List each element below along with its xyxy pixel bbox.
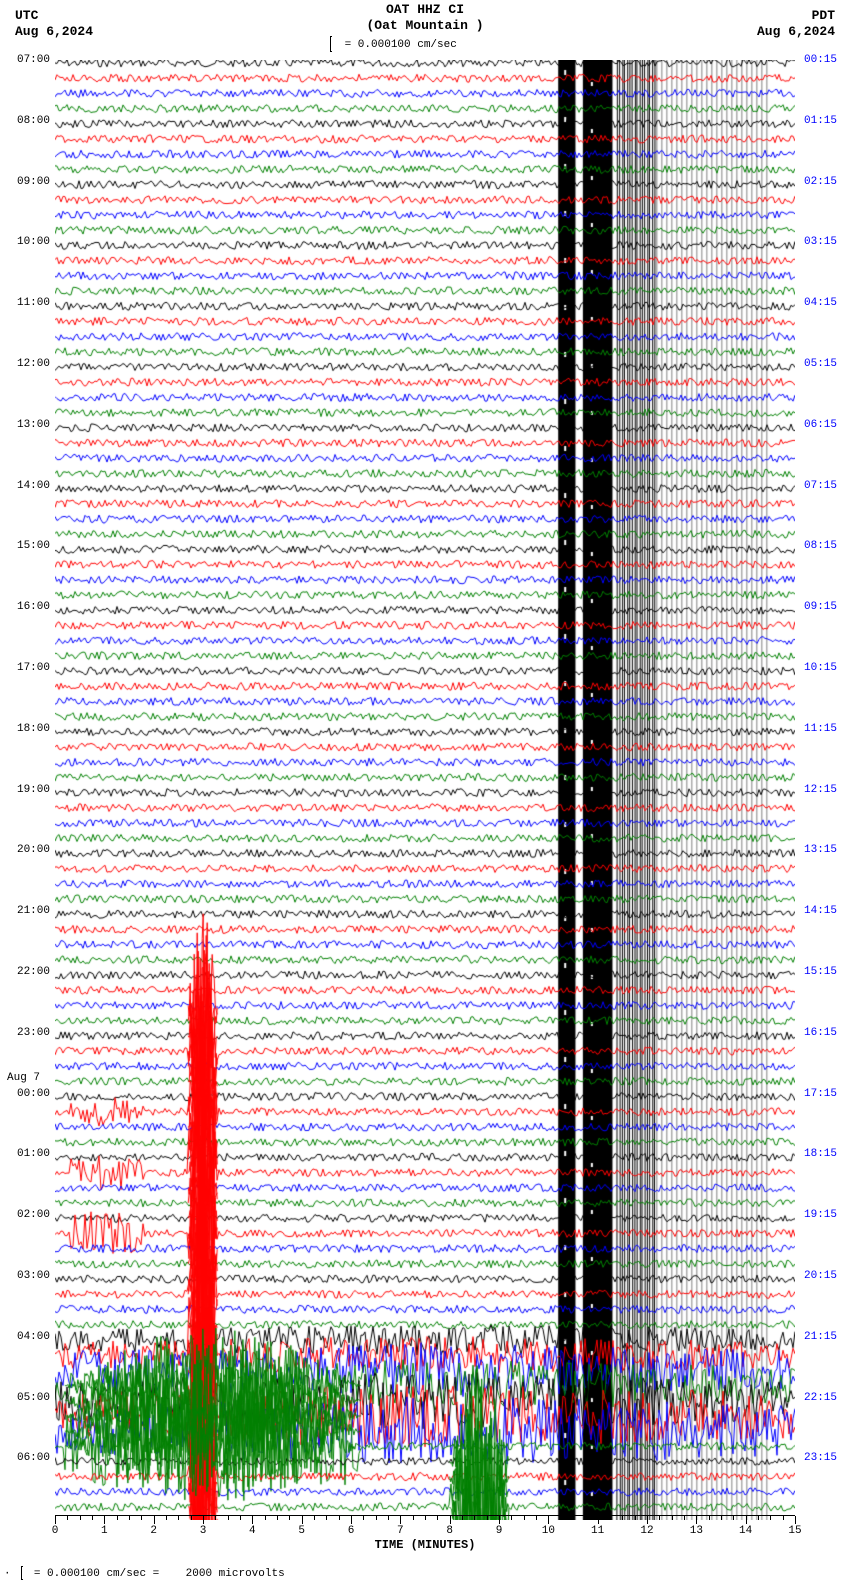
seismogram-canvas bbox=[55, 60, 795, 1520]
right-time-label: 19:15 bbox=[804, 1209, 848, 1221]
right-time-label: 15:15 bbox=[804, 966, 848, 978]
footer-scale: · = 0.000100 cm/sec = 2000 microvolts bbox=[4, 1566, 285, 1580]
left-time-label: 10:00 bbox=[0, 236, 50, 248]
x-tick-label: 13 bbox=[690, 1525, 703, 1537]
x-tick-label: 8 bbox=[446, 1525, 453, 1537]
left-time-label: 05:00 bbox=[0, 1392, 50, 1404]
x-tick-label: 3 bbox=[200, 1525, 207, 1537]
x-tick-label: 1 bbox=[101, 1525, 108, 1537]
right-time-label: 21:15 bbox=[804, 1331, 848, 1343]
left-time-label: 01:00 bbox=[0, 1148, 50, 1160]
left-time-label: 22:00 bbox=[0, 966, 50, 978]
x-tick-label: 14 bbox=[739, 1525, 752, 1537]
left-time-label: 00:00 bbox=[0, 1088, 50, 1100]
x-tick-label: 11 bbox=[591, 1525, 604, 1537]
station-code: OAT HHZ CI bbox=[366, 2, 483, 18]
right-time-label: 09:15 bbox=[804, 601, 848, 613]
right-time-label: 16:15 bbox=[804, 1027, 848, 1039]
x-tick-label: 4 bbox=[249, 1525, 256, 1537]
left-time-label: 02:00 bbox=[0, 1209, 50, 1221]
x-tick-label: 9 bbox=[496, 1525, 503, 1537]
right-time-label: 23:15 bbox=[804, 1452, 848, 1464]
right-time-label: 20:15 bbox=[804, 1270, 848, 1282]
left-time-label: 16:00 bbox=[0, 601, 50, 613]
x-tick-label: 2 bbox=[150, 1525, 157, 1537]
right-time-label: 07:15 bbox=[804, 480, 848, 492]
right-time-label: 17:15 bbox=[804, 1088, 848, 1100]
right-time-label: 06:15 bbox=[804, 419, 848, 431]
right-time-label: 11:15 bbox=[804, 723, 848, 735]
left-time-label: 04:00 bbox=[0, 1331, 50, 1343]
footer-text1: = 0.000100 cm/sec = bbox=[34, 1568, 159, 1580]
date-left: Aug 6,2024 bbox=[15, 24, 93, 40]
left-time-label: 12:00 bbox=[0, 358, 50, 370]
footer-text2: 2000 microvolts bbox=[186, 1568, 285, 1580]
right-time-label: 12:15 bbox=[804, 784, 848, 796]
right-time-label: 18:15 bbox=[804, 1148, 848, 1160]
left-time-label: 14:00 bbox=[0, 480, 50, 492]
header-left: UTC Aug 6,2024 bbox=[15, 8, 93, 39]
right-time-label: 01:15 bbox=[804, 115, 848, 127]
x-tick-label: 12 bbox=[640, 1525, 653, 1537]
footer-dot: · bbox=[4, 1568, 11, 1580]
left-time-label: 20:00 bbox=[0, 844, 50, 856]
left-time-label: 03:00 bbox=[0, 1270, 50, 1282]
x-axis: TIME (MINUTES) 0123456789101112131415 bbox=[55, 1515, 795, 1546]
scale-text: = 0.000100 cm/sec bbox=[345, 39, 457, 51]
x-tick-label: 0 bbox=[52, 1525, 59, 1537]
tz-left: UTC bbox=[15, 8, 93, 24]
left-time-label: 21:00 bbox=[0, 905, 50, 917]
left-time-label: 15:00 bbox=[0, 540, 50, 552]
right-time-label: 04:15 bbox=[804, 297, 848, 309]
helicorder-plot: Aug 7 bbox=[55, 60, 795, 1520]
right-time-label: 02:15 bbox=[804, 176, 848, 188]
right-time-label: 14:15 bbox=[804, 905, 848, 917]
left-time-label: 07:00 bbox=[0, 54, 50, 66]
x-tick-label: 15 bbox=[788, 1525, 801, 1537]
day-marker: Aug 7 bbox=[7, 1072, 40, 1084]
right-time-label: 00:15 bbox=[804, 54, 848, 66]
right-time-label: 05:15 bbox=[804, 358, 848, 370]
left-time-label: 23:00 bbox=[0, 1027, 50, 1039]
x-tick-label: 5 bbox=[298, 1525, 305, 1537]
right-time-label: 13:15 bbox=[804, 844, 848, 856]
x-tick-label: 6 bbox=[348, 1525, 355, 1537]
left-time-label: 08:00 bbox=[0, 115, 50, 127]
x-tick-label: 10 bbox=[542, 1525, 555, 1537]
date-right: Aug 6,2024 bbox=[757, 24, 835, 40]
left-time-label: 09:00 bbox=[0, 176, 50, 188]
header-center: OAT HHZ CI (Oat Mountain ) bbox=[366, 2, 483, 33]
tz-right: PDT bbox=[757, 8, 835, 24]
right-time-label: 08:15 bbox=[804, 540, 848, 552]
scale-bar-icon bbox=[330, 36, 332, 52]
x-tick-label: 7 bbox=[397, 1525, 404, 1537]
left-time-label: 19:00 bbox=[0, 784, 50, 796]
scale-indicator: = 0.000100 cm/sec bbox=[330, 36, 457, 52]
header-right: PDT Aug 6,2024 bbox=[757, 8, 835, 39]
left-time-label: 06:00 bbox=[0, 1452, 50, 1464]
x-axis-title: TIME (MINUTES) bbox=[375, 1538, 476, 1552]
footer-bar-icon bbox=[21, 1566, 23, 1580]
station-location: (Oat Mountain ) bbox=[366, 18, 483, 34]
left-time-label: 17:00 bbox=[0, 662, 50, 674]
right-time-label: 10:15 bbox=[804, 662, 848, 674]
left-time-label: 18:00 bbox=[0, 723, 50, 735]
left-time-label: 11:00 bbox=[0, 297, 50, 309]
right-time-label: 22:15 bbox=[804, 1392, 848, 1404]
left-time-label: 13:00 bbox=[0, 419, 50, 431]
right-time-label: 03:15 bbox=[804, 236, 848, 248]
